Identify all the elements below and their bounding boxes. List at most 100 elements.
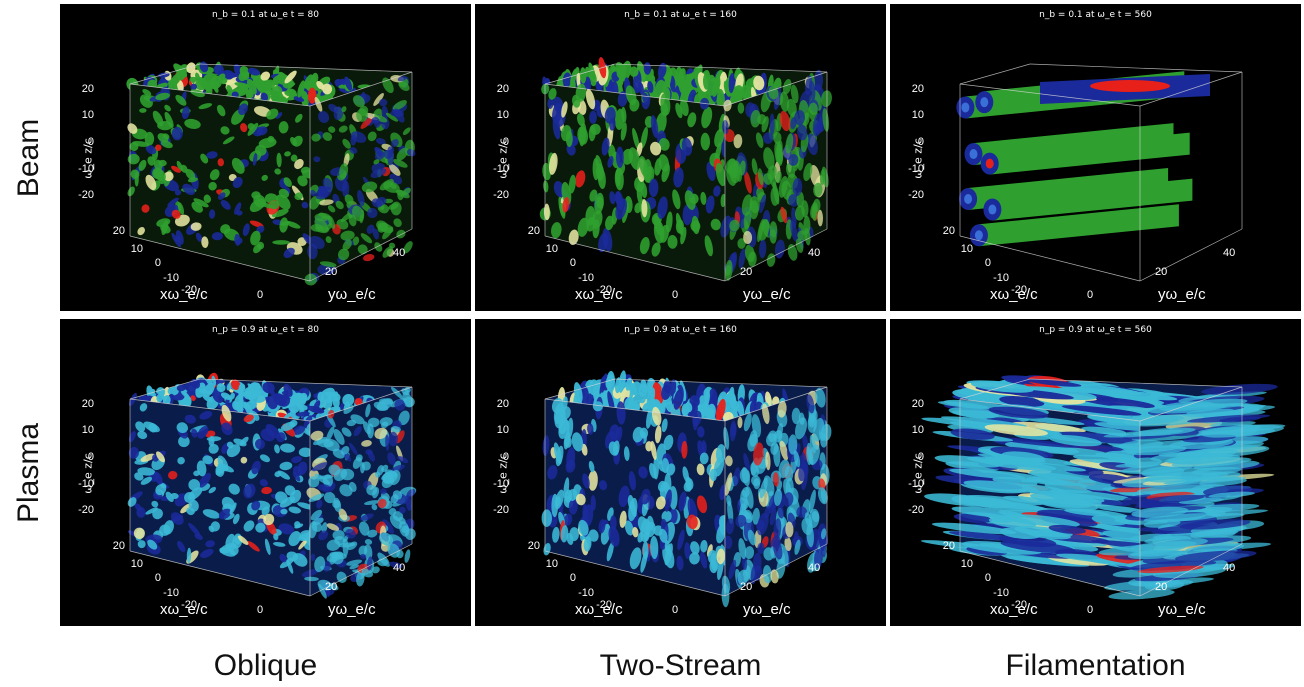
z-tick-label: 10 [496, 109, 509, 121]
z-tick-label: -10 [78, 478, 94, 490]
side-face [304, 72, 416, 286]
column-label-oblique: Oblique [213, 649, 318, 682]
x-tick-label: -10 [578, 587, 594, 599]
x-tick-label: -20 [596, 284, 612, 296]
panel-title: n_b = 0.1 at ω_e t = 80 [212, 10, 319, 20]
z-tick-label: 20 [81, 398, 94, 410]
x-tick-label: 20 [112, 225, 125, 237]
column-label-filamentation: Filamentation [1005, 649, 1186, 682]
x-tick-label: 10 [545, 558, 558, 570]
y-tick-label: 20 [325, 266, 338, 278]
z-tick-label: 0 [87, 451, 94, 463]
x-tick-label: -10 [993, 587, 1009, 599]
x-tick-label: -20 [1011, 284, 1027, 296]
x-tick-label: -10 [163, 587, 179, 599]
y-tick-label: 20 [325, 581, 338, 593]
front-face [541, 396, 729, 596]
y-axis-label: yω_e/c [1158, 286, 1206, 303]
z-tick-label: -10 [493, 478, 509, 490]
x-tick-label: -20 [596, 599, 612, 611]
z-axis-label: ω_e z/c [81, 453, 95, 494]
z-tick-label: 20 [496, 398, 509, 410]
column-label-two-stream: Two-Stream [599, 649, 762, 682]
x-tick-label: 10 [545, 243, 558, 255]
bounding-box [959, 63, 1243, 282]
x-tick-label: 10 [960, 558, 973, 570]
panel-beam-two-stream: n_b = 0.1 at ω_e t = 160 20 10 0 -10 -20 ω_e z… [475, 4, 886, 311]
front-face [539, 76, 729, 281]
row-label-beam: Beam [12, 118, 45, 197]
z-tick-label: -20 [908, 189, 924, 201]
x-tick-label: 0 [569, 257, 576, 269]
z-tick-label: -20 [493, 189, 509, 201]
bounding-box [129, 378, 413, 597]
x-axis-label: xω_e/c [160, 601, 208, 618]
density-filament [969, 204, 1179, 247]
y-tick-label: 20 [740, 266, 753, 278]
panel-title: n_p = 0.9 at ω_e t = 80 [212, 325, 319, 335]
z-tick-label: 20 [81, 83, 94, 95]
y-tick-label: 20 [1155, 581, 1168, 593]
y-tick-label: 0 [672, 289, 679, 301]
density-filament [983, 178, 1193, 221]
z-axis-label: ω_e z/c [911, 138, 925, 179]
y-axis-label: yω_e/c [328, 286, 376, 303]
panel-title: n_b = 0.1 at ω_e t = 560 [1039, 10, 1152, 20]
volume-render-plasma-filamentation [920, 375, 1286, 600]
z-tick-label: -20 [908, 504, 924, 516]
panel-beam-oblique: n_b = 0.1 at ω_e t = 80 20 10 0 -10 -20 ω_e z/… [60, 4, 471, 311]
x-tick-label: 0 [154, 257, 161, 269]
x-tick-label: 20 [112, 540, 125, 552]
volume-render-beam-two-stream [539, 57, 832, 282]
y-axis-label: yω_e/c [1158, 601, 1206, 618]
z-axis-label: ω_e z/c [81, 138, 95, 179]
x-tick-label: 10 [130, 558, 143, 570]
z-axis-label: ω_e z/c [496, 138, 510, 179]
bounding-box [544, 378, 828, 597]
x-axis-label: xω_e/c [990, 286, 1038, 303]
z-tick-label: 0 [502, 136, 509, 148]
volume-render-plasma-oblique [127, 372, 417, 599]
side-face [720, 69, 832, 281]
z-tick-label: -20 [493, 504, 509, 516]
x-tick-label: 10 [960, 243, 973, 255]
x-tick-label: -10 [578, 272, 594, 284]
y-axis-label: yω_e/c [743, 286, 791, 303]
x-tick-label: -20 [181, 599, 197, 611]
z-tick-label: 10 [81, 109, 94, 121]
z-tick-label: 20 [911, 83, 924, 95]
x-tick-label: 10 [130, 243, 143, 255]
z-tick-label: 10 [911, 424, 924, 436]
z-tick-label: 10 [81, 424, 94, 436]
x-tick-label: 0 [984, 257, 991, 269]
x-tick-label: -20 [1011, 599, 1027, 611]
y-tick-label: 0 [672, 604, 679, 616]
z-tick-label: -10 [908, 163, 924, 175]
z-axis-label: ω_e z/c [911, 453, 925, 494]
row-label-plasma: Plasma [12, 422, 46, 523]
bounding-box [129, 63, 413, 282]
front-face [127, 392, 316, 596]
x-tick-label: 0 [569, 572, 576, 584]
y-tick-label: 0 [257, 289, 264, 301]
z-tick-label: 0 [502, 451, 509, 463]
panel-title: n_p = 0.9 at ω_e t = 160 [624, 325, 737, 335]
side-face [721, 387, 832, 608]
x-tick-label: 0 [984, 572, 991, 584]
x-axis-label: xω_e/c [575, 601, 623, 618]
y-tick-label: 40 [1223, 247, 1236, 259]
y-axis-label: yω_e/c [743, 601, 791, 618]
bounding-box [544, 63, 828, 282]
y-axis-label: yω_e/c [328, 601, 376, 618]
front-face [127, 84, 315, 281]
z-tick-label: -10 [78, 163, 94, 175]
z-tick-label: 20 [911, 398, 924, 410]
z-axis-label: ω_e z/c [496, 453, 510, 494]
z-tick-label: 0 [917, 451, 924, 463]
x-tick-label: -10 [163, 272, 179, 284]
z-tick-label: 0 [917, 136, 924, 148]
y-tick-label: 40 [808, 562, 821, 574]
x-tick-label: 20 [527, 540, 540, 552]
side-face [301, 386, 417, 599]
y-tick-label: 0 [1087, 289, 1094, 301]
